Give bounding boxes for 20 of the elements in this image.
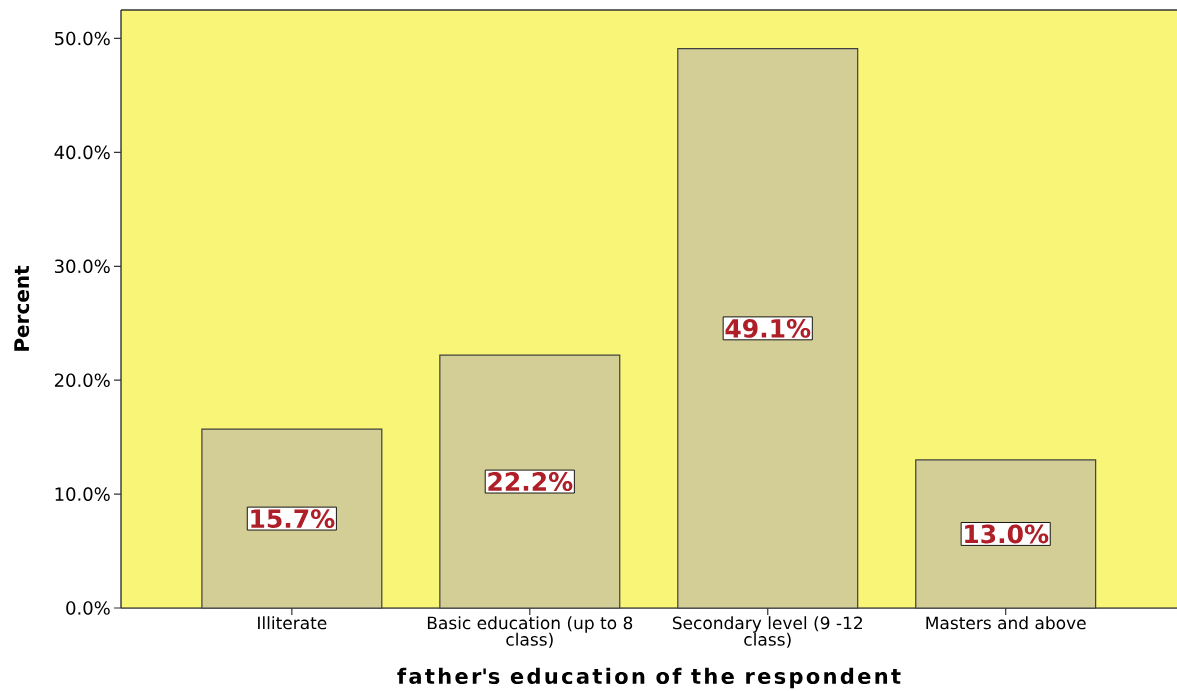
bar [915,459,1097,609]
data-label: 22.2% [488,472,573,492]
x-tick-label: Masters and above [926,616,1086,630]
y-tick-label: 40.0% [54,145,110,160]
y-tick-label: 50.0% [55,31,110,46]
data-label: 49.1% [725,318,811,338]
data-label: 15.7% [251,509,335,529]
data-label: 13.0% [965,524,1049,544]
x-tick-label: Basic education (up to 8 class) [427,616,633,648]
y-axis-title: Percent [14,265,30,351]
x-tick-label: Secondary level (9 -12 class) [672,616,862,648]
bar [439,354,621,609]
bar [677,48,859,609]
x-tick-label: Illiterate [258,616,327,630]
bar [201,428,383,609]
y-tick-label: 30.0% [54,259,110,274]
y-tick-label: 0.0% [66,601,110,615]
y-tick-label: 20.0% [54,373,110,387]
x-axis-title: father's education of the respondent [397,667,901,689]
y-tick-label: 10.0% [55,487,110,501]
